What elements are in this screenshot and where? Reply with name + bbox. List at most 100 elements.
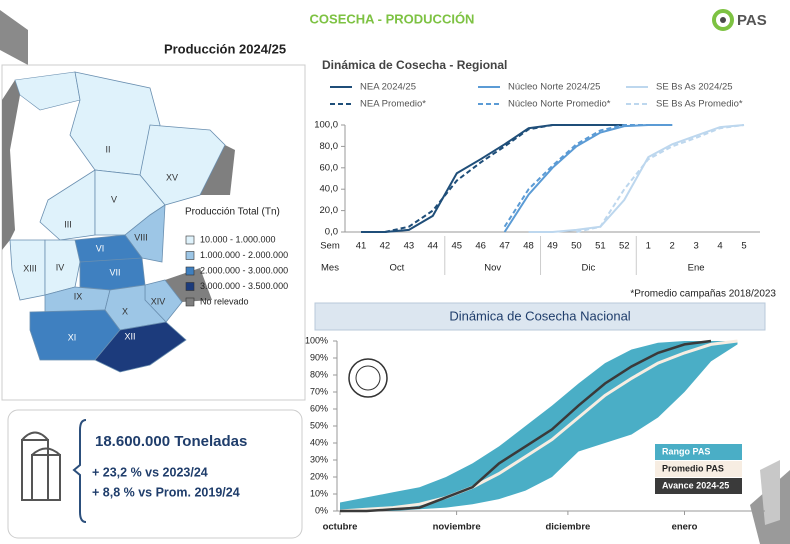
x-tick-label: 5 xyxy=(741,241,746,252)
logo-mark xyxy=(712,9,734,31)
y-tick-label: 20% xyxy=(310,471,328,481)
series-line xyxy=(339,339,738,513)
summary-line: + 8,8 % vs Prom. 2019/24 xyxy=(92,485,240,499)
map-region xyxy=(39,169,96,241)
legend-label: 2.000.000 - 3.000.000 xyxy=(200,265,288,275)
series-line xyxy=(576,124,745,233)
month-label: Oct xyxy=(390,263,405,274)
chart-title-box xyxy=(314,302,766,331)
legend-label: Núcleo Norte Promedio* xyxy=(508,99,611,110)
legend-label: 3.000.000 - 3.500.000 xyxy=(200,281,288,291)
summary-total: 18.600.000 Toneladas xyxy=(95,433,247,450)
region-label: VIII xyxy=(134,232,148,242)
legend-label: NEA 2024/25 xyxy=(360,82,416,93)
brace xyxy=(72,419,87,523)
y-tick-label: 40,0 xyxy=(320,184,339,195)
x-tick-label: 46 xyxy=(475,241,486,252)
region-label: XV xyxy=(166,172,178,182)
region-label: VII xyxy=(109,267,120,277)
legend-swatch xyxy=(185,251,195,260)
summary-panel xyxy=(7,409,303,539)
x-tick-label: 3 xyxy=(693,241,698,252)
y-tick-label: 60% xyxy=(310,403,328,413)
institution-seal xyxy=(348,358,388,398)
range-band xyxy=(340,341,738,511)
y-tick-label: 80,0 xyxy=(320,141,339,152)
legend-label: Rango PAS xyxy=(662,446,710,456)
month-label: Ene xyxy=(688,263,705,274)
chart-title: Dinámica de Cosecha Nacional xyxy=(449,308,630,323)
x-tick-label: 41 xyxy=(356,241,367,252)
legend-label: 10.000 - 1.000.000 xyxy=(200,234,276,244)
map-region xyxy=(94,321,187,373)
legend-label: Núcleo Norte 2024/25 xyxy=(508,82,600,93)
y-tick-label: 0,0 xyxy=(325,227,338,238)
region-label: IV xyxy=(56,262,65,272)
legend-swatch xyxy=(185,266,195,276)
x-tick-label: 42 xyxy=(380,241,391,252)
x-tick-label: diciembre xyxy=(545,522,590,533)
series-line xyxy=(503,124,673,228)
y-tick-label: 80% xyxy=(310,369,328,379)
legend-label: Promedio PAS xyxy=(662,463,724,473)
x-tick-label: 49 xyxy=(547,241,558,252)
logo-text: PAS xyxy=(737,12,767,29)
series-line xyxy=(528,124,745,233)
map-region xyxy=(9,239,46,301)
x-tick-label: 44 xyxy=(428,241,439,252)
y-tick-label: 90% xyxy=(310,352,328,362)
region-label: XIV xyxy=(151,296,166,306)
institution-seal xyxy=(355,365,381,391)
legend-label: 1.000.000 - 2.000.000 xyxy=(200,250,288,260)
map-region xyxy=(44,239,81,296)
map-area xyxy=(14,71,81,111)
x-tick-label: 43 xyxy=(404,241,415,252)
legend-swatch xyxy=(185,235,195,245)
y-tick-label: 50% xyxy=(310,420,328,430)
x-tick-label: 52 xyxy=(619,241,630,252)
y-tick-label: 100,0 xyxy=(314,120,338,131)
legend-label: SE Bs As 2024/25 xyxy=(656,82,733,93)
map-legend-title: Producción Total (Tn) xyxy=(185,207,280,218)
month-label: Nov xyxy=(484,263,501,274)
region-label: VI xyxy=(96,243,105,253)
series-line xyxy=(340,339,712,513)
decoration xyxy=(760,460,780,525)
legend-label: NEA Promedio* xyxy=(360,99,426,110)
legend-label: Avance 2024-25 xyxy=(662,480,729,490)
silo xyxy=(31,447,61,456)
region-label: X xyxy=(122,306,128,316)
month-label: Dic xyxy=(582,263,596,274)
y-tick-label: 20,0 xyxy=(320,205,339,216)
series-line xyxy=(361,124,625,233)
x-tick-label: 51 xyxy=(595,241,606,252)
x-tick-label: octubre xyxy=(323,522,358,533)
region-label: II xyxy=(105,144,110,154)
x-tick-label: 1 xyxy=(646,241,651,252)
region-label: XIII xyxy=(23,263,37,273)
summary-line: + 23,2 % vs 2023/24 xyxy=(92,465,208,479)
legend-swatch xyxy=(185,297,195,307)
y-tick-label: 40% xyxy=(310,437,328,447)
legend-box xyxy=(655,461,742,477)
month-axis-label: Mes xyxy=(321,263,339,274)
region-label: XI xyxy=(68,332,77,342)
x-tick-label: noviembre xyxy=(433,522,481,533)
logo-mark xyxy=(720,17,726,23)
region-label: III xyxy=(64,219,72,229)
x-tick-label: 4 xyxy=(717,241,722,252)
x-axis-label: Sem xyxy=(320,241,340,252)
region-label: XII xyxy=(124,331,135,341)
x-tick-label: 48 xyxy=(523,241,534,252)
x-tick-label: 50 xyxy=(571,241,582,252)
y-tick-label: 10% xyxy=(310,488,328,498)
y-tick-label: 70% xyxy=(310,386,328,396)
chart-title: Dinámica de Cosecha - Regional xyxy=(322,58,507,72)
legend-label: SE Bs As Promedio* xyxy=(656,99,743,110)
silo xyxy=(31,454,61,501)
x-tick-label: 45 xyxy=(451,241,462,252)
y-tick-label: 60,0 xyxy=(320,162,339,173)
annotation: *Promedio campañas 2018/2023 xyxy=(630,289,776,300)
